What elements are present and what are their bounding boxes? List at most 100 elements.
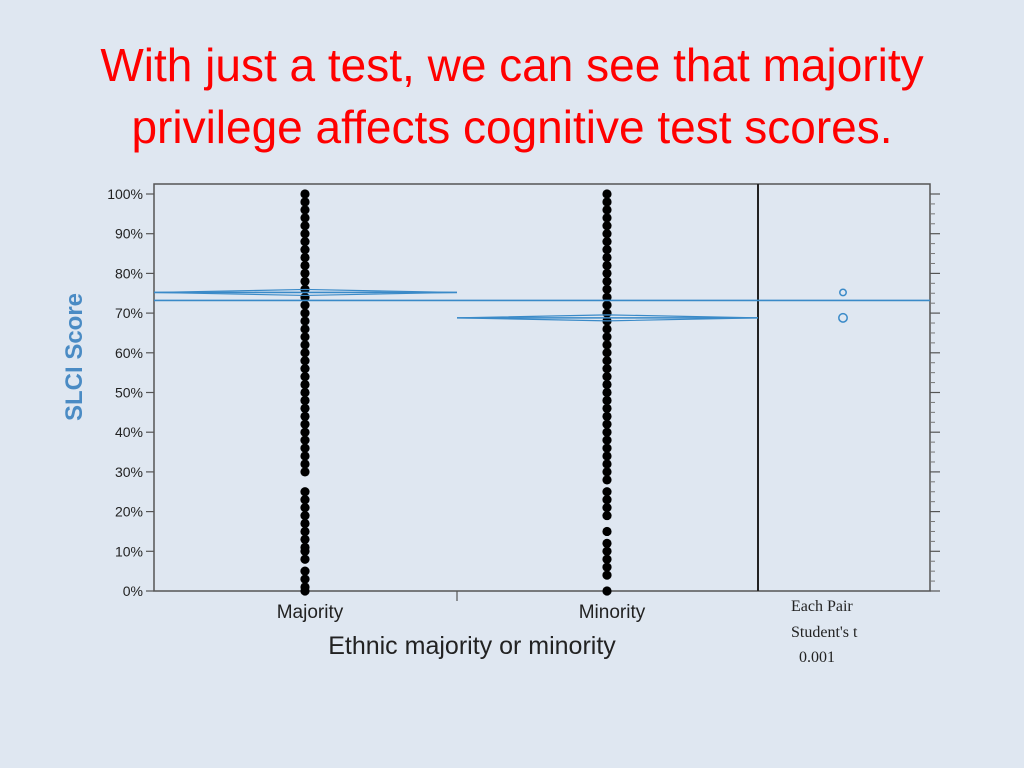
data-point-minority: [602, 395, 612, 406]
data-point-majority: [300, 229, 310, 239]
data-point-majority: [300, 487, 310, 497]
data-point-minority: [602, 562, 612, 572]
data-point-minority: [602, 411, 612, 421]
data-point-minority: [602, 538, 612, 548]
data-point-majority: [300, 387, 310, 398]
data-point-majority: [300, 364, 310, 374]
x-axis-title: Ethnic majority or minority: [328, 632, 616, 660]
data-point-majority: [300, 372, 310, 382]
data-point-majority: [300, 260, 310, 271]
data-point-majority: [300, 510, 310, 521]
data-point-minority: [602, 495, 612, 505]
comparison-label-students-t: Student's t: [791, 624, 858, 641]
y-tick-label: 40%: [115, 424, 143, 440]
data-point-minority: [602, 510, 612, 521]
data-point-majority: [300, 237, 310, 247]
data-point-majority: [300, 395, 310, 406]
data-point-majority: [300, 213, 310, 223]
y-axis: 0% 10% 20% 30% 40% 50% 60% 70% 80% 90% 100%: [107, 186, 154, 599]
comparison-label-each-pair: Each Pair: [791, 598, 853, 615]
data-point-majority: [300, 534, 310, 544]
data-point-minority: [602, 586, 612, 596]
plot-border: [153, 183, 931, 592]
slide-title: With just a test, we can see that majori…: [0, 34, 1024, 158]
data-point-majority: [300, 276, 310, 286]
y-tick-label: 90%: [115, 226, 143, 242]
data-point-majority: [300, 244, 310, 255]
data-point-minority: [602, 237, 612, 247]
data-point-minority: [602, 435, 612, 445]
data-point-majority: [300, 379, 310, 390]
data-point-majority: [300, 503, 310, 513]
data-points: [300, 189, 612, 596]
data-point-minority: [602, 364, 612, 374]
data-point-majority: [300, 332, 310, 342]
data-point-minority: [602, 427, 612, 437]
data-point-minority: [602, 467, 612, 477]
comparison-circles-panel: [838, 288, 848, 323]
data-point-minority: [602, 332, 612, 342]
data-point-minority: [602, 372, 612, 382]
y-tick-label: 60%: [115, 345, 143, 361]
data-point-majority: [300, 411, 310, 421]
data-point-majority: [300, 268, 310, 278]
data-point-minority: [602, 348, 612, 358]
data-point-majority: [300, 221, 310, 231]
data-point-minority: [602, 276, 612, 286]
data-point-minority: [602, 487, 612, 497]
data-point-majority: [300, 308, 310, 318]
data-point-majority: [300, 459, 310, 469]
data-point-minority: [602, 268, 612, 278]
data-point-minority: [602, 260, 612, 271]
data-point-minority: [602, 526, 612, 537]
data-point-majority: [300, 356, 310, 366]
slide-title-line-2: privilege affects cognitive test scores.: [131, 101, 893, 153]
data-point-minority: [602, 308, 612, 318]
data-point-minority: [602, 546, 612, 556]
data-point-minority: [602, 229, 612, 239]
data-point-minority: [602, 300, 612, 310]
data-point-majority: [300, 518, 310, 529]
data-point-minority: [602, 459, 612, 469]
data-point-minority: [602, 292, 612, 302]
data-point-minority: [602, 403, 612, 413]
y-axis-title: SLCI Score: [61, 293, 88, 421]
data-point-majority: [300, 526, 310, 537]
data-point-majority: [300, 316, 310, 326]
y-tick-label: 20%: [115, 504, 143, 520]
data-point-minority: [602, 451, 612, 461]
data-point-majority: [300, 300, 310, 310]
data-point-minority: [602, 197, 612, 207]
data-point-minority: [602, 387, 612, 398]
data-point-minority: [602, 379, 612, 390]
data-point-minority: [602, 356, 612, 366]
data-point-majority: [300, 189, 310, 199]
data-point-minority: [602, 570, 612, 580]
y-tick-label: 30%: [115, 464, 143, 480]
y-tick-label: 100%: [107, 186, 143, 202]
data-point-minority: [602, 475, 612, 485]
comparison-circle: [838, 312, 848, 323]
data-point-minority: [602, 554, 612, 564]
data-point-majority: [300, 495, 310, 505]
data-point-majority: [300, 340, 310, 350]
data-point-majority: [300, 427, 310, 437]
data-point-majority: [300, 451, 310, 461]
data-point-majority: [300, 403, 310, 413]
y-tick-label: 10%: [115, 543, 143, 559]
data-point-majority: [300, 546, 310, 556]
data-point-majority: [300, 324, 310, 334]
data-point-majority: [300, 348, 310, 358]
y-tick-label: 0%: [123, 583, 143, 599]
data-point-minority: [602, 205, 612, 215]
data-point-minority: [602, 252, 612, 263]
data-point-minority: [602, 419, 612, 429]
data-point-minority: [602, 189, 612, 199]
data-point-minority: [602, 340, 612, 350]
data-point-majority: [300, 419, 310, 429]
data-point-majority: [300, 205, 310, 215]
data-point-majority: [300, 467, 310, 477]
data-point-majority: [300, 443, 310, 453]
x-category-label-majority: Majority: [277, 602, 344, 623]
